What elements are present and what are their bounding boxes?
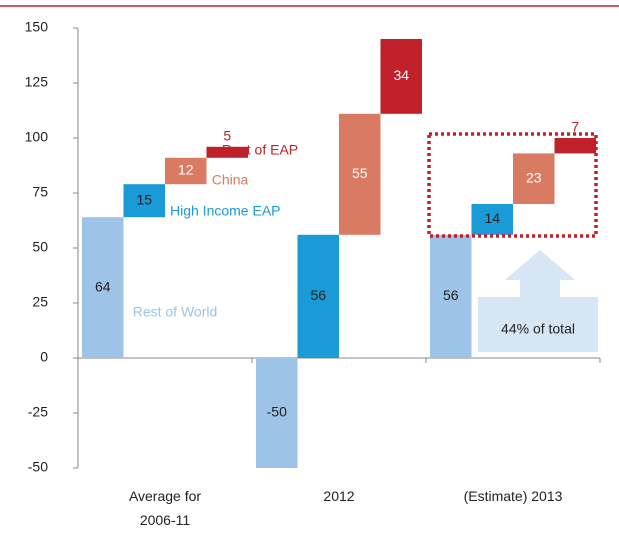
annotation: 44% of total <box>501 321 575 337</box>
bar <box>430 234 472 358</box>
value-label: -50 <box>267 404 287 420</box>
value-label: 12 <box>178 162 194 178</box>
bar <box>82 217 124 358</box>
bar <box>297 234 339 358</box>
value-label: 56 <box>310 287 326 303</box>
value-label: 14 <box>484 210 500 226</box>
value-label: 23 <box>526 169 542 185</box>
series-label: High Income EAP <box>170 203 281 219</box>
y-tick-label: -25 <box>28 404 48 420</box>
series-label: Rest of EAP <box>222 142 298 158</box>
arrow <box>505 250 575 298</box>
bar <box>471 204 513 235</box>
y-tick-label: 75 <box>32 184 48 200</box>
y-tick-label: 125 <box>25 74 49 90</box>
series-label: Rest of World <box>133 304 218 320</box>
y-tick-label: -50 <box>28 459 48 475</box>
y-tick-label: 100 <box>25 129 49 145</box>
bar <box>513 153 555 204</box>
series-label: China <box>212 172 249 188</box>
bar <box>123 184 165 218</box>
value-label: 15 <box>136 191 152 207</box>
x-tick-label: 2012 <box>323 488 354 504</box>
y-tick-label: 150 <box>25 19 49 35</box>
bar <box>165 157 207 185</box>
bar <box>339 113 381 235</box>
x-tick-label: (Estimate) 2013 <box>464 488 563 504</box>
value-label: 7 <box>571 119 579 135</box>
annotation-box <box>478 297 598 352</box>
highlight-box <box>427 132 598 238</box>
value-label: 34 <box>393 67 409 83</box>
y-tick-label: 25 <box>32 294 48 310</box>
value-label: 56 <box>443 287 459 303</box>
x-tick-label: Average for 2006-11 <box>129 488 201 528</box>
value-label: 5 <box>223 128 231 144</box>
bar <box>256 358 298 468</box>
y-tick-label: 0 <box>40 349 48 365</box>
bar <box>206 146 248 158</box>
bar <box>380 39 422 114</box>
value-label: 64 <box>95 278 111 294</box>
bar <box>554 138 596 154</box>
value-label: 55 <box>352 165 368 181</box>
y-tick-label: 50 <box>32 239 48 255</box>
